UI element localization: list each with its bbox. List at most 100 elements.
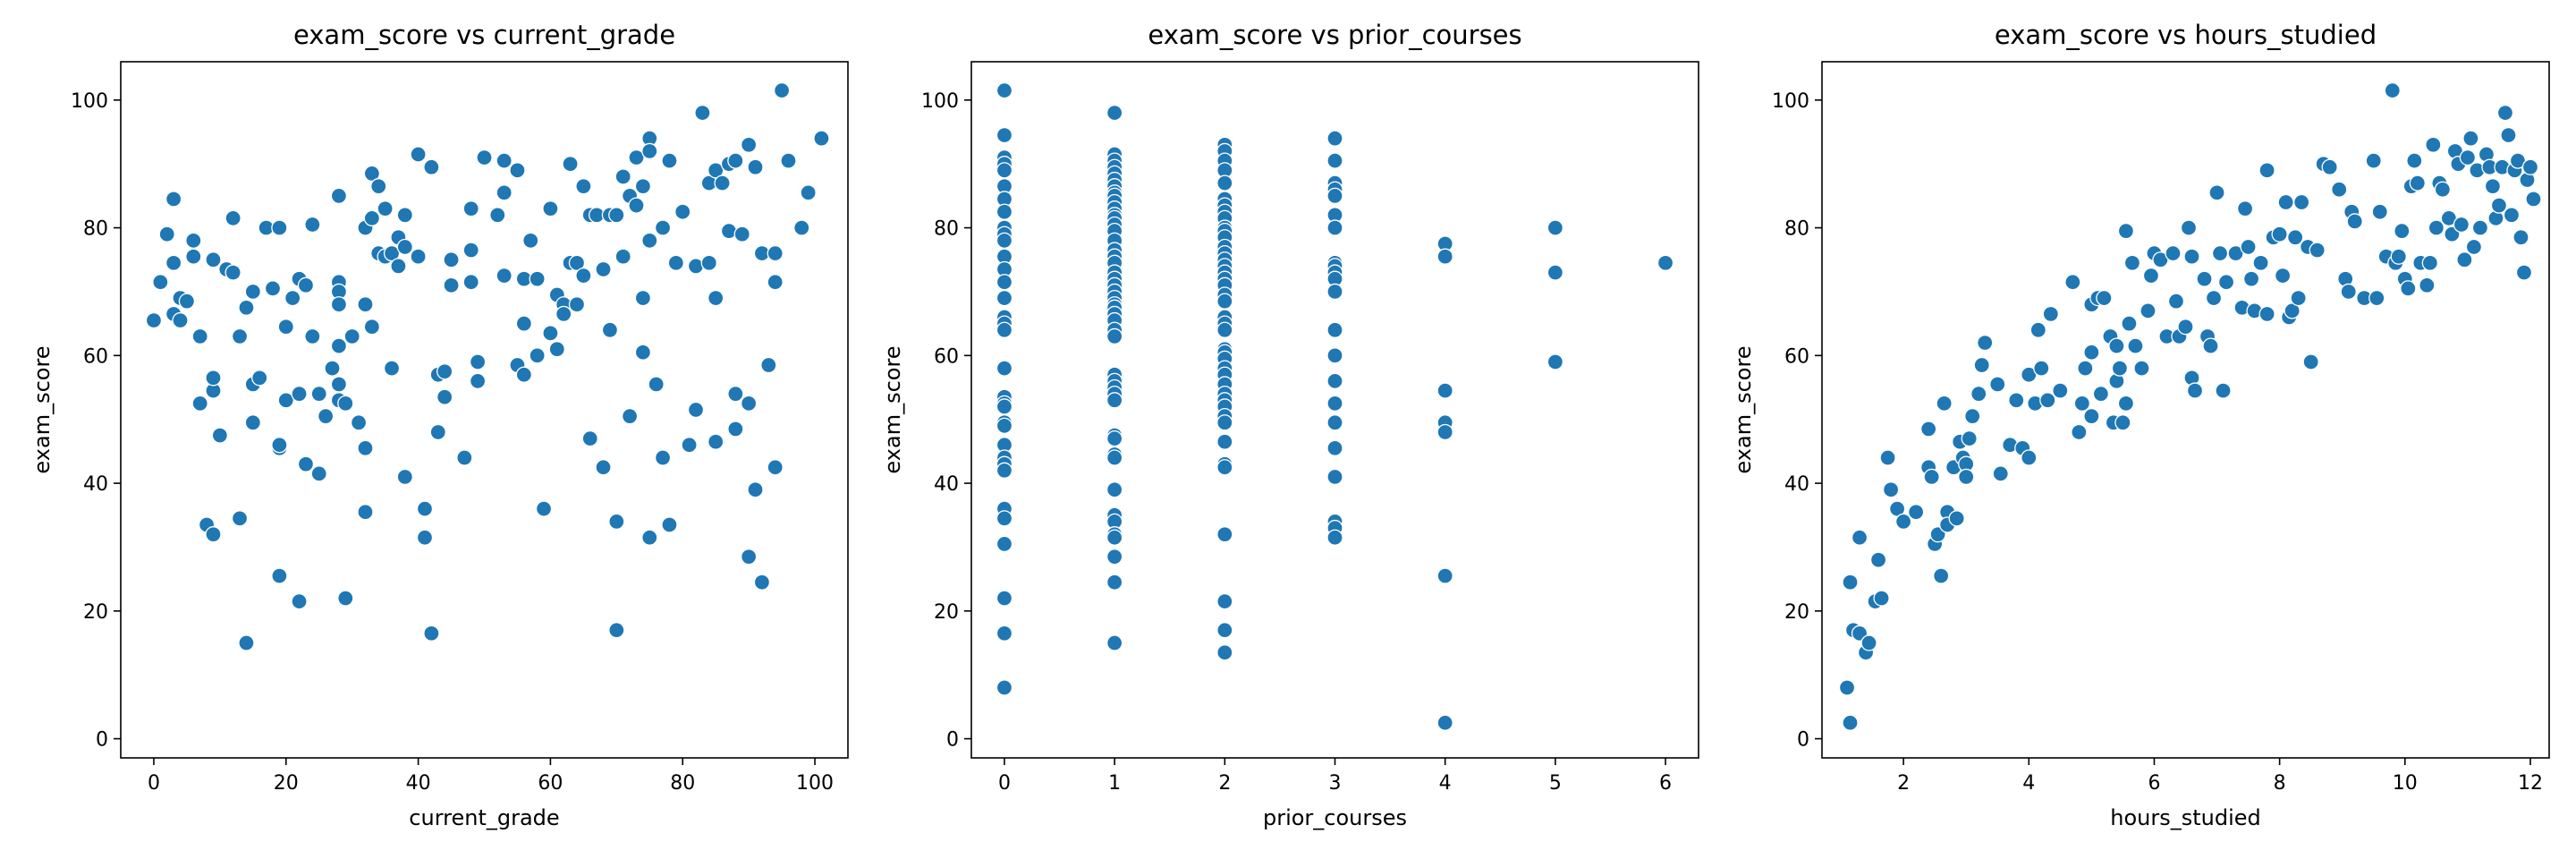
data-point	[1919, 421, 1937, 438]
x-tick-label: 20	[274, 772, 299, 795]
data-point	[469, 372, 487, 390]
y-tick-label: 40	[1784, 473, 1809, 496]
data-point	[2092, 386, 2110, 403]
data-point	[330, 187, 348, 205]
data-point	[1973, 356, 1990, 374]
data-point	[2371, 203, 2388, 220]
data-point	[317, 407, 335, 425]
data-point	[145, 311, 163, 329]
data-point	[2114, 414, 2131, 431]
data-point	[767, 274, 784, 291]
data-point	[628, 149, 645, 166]
data-point	[383, 244, 401, 262]
data-point	[1326, 414, 1343, 431]
data-point	[1326, 321, 1343, 338]
data-point	[2117, 395, 2135, 412]
data-point	[1106, 392, 1123, 409]
data-point	[1216, 414, 1233, 431]
data-point	[575, 267, 592, 285]
chart-title: exam_score vs current_grade	[293, 20, 675, 50]
data-point	[231, 510, 249, 527]
data-point	[2340, 283, 2357, 301]
data-point	[2217, 274, 2235, 291]
data-point	[476, 149, 493, 166]
data-point	[2177, 319, 2194, 336]
data-point	[2490, 197, 2508, 214]
data-point	[443, 251, 460, 268]
data-point	[462, 274, 479, 291]
data-point	[1879, 449, 1896, 466]
data-point	[535, 500, 553, 517]
data-point	[436, 363, 453, 380]
data-point	[1326, 130, 1343, 147]
data-point	[244, 283, 261, 301]
data-point	[2186, 382, 2204, 399]
data-point	[1106, 449, 1123, 466]
data-point	[2196, 270, 2213, 287]
data-point	[2052, 382, 2069, 399]
data-point	[1992, 465, 2009, 482]
data-point	[1326, 187, 1343, 205]
data-point	[396, 207, 413, 224]
x-tick-label: 8	[2274, 772, 2286, 795]
data-point	[2123, 254, 2141, 271]
data-points	[996, 81, 1674, 731]
data-point	[1326, 283, 1343, 301]
data-point	[1860, 634, 1877, 651]
x-axis-ticks: 2 4 6 8 10 12	[1897, 758, 2543, 795]
data-point	[740, 136, 758, 153]
data-point	[727, 152, 744, 169]
y-tick-label: 80	[934, 218, 959, 241]
data-point	[555, 305, 572, 323]
y-tick-label: 100	[921, 90, 959, 113]
x-tick-label: 4	[2022, 772, 2035, 795]
data-point	[2515, 264, 2533, 281]
data-point	[396, 468, 413, 486]
data-point	[337, 395, 354, 412]
data-point	[2008, 392, 2025, 409]
data-point	[443, 276, 460, 293]
y-tick-label: 20	[934, 601, 959, 624]
data-point	[654, 219, 672, 236]
data-point	[2425, 136, 2442, 153]
data-point	[2240, 238, 2257, 256]
data-point	[767, 244, 784, 262]
y-tick-label: 100	[1772, 90, 1809, 113]
data-point	[284, 289, 301, 307]
data-point	[740, 549, 758, 566]
data-point	[456, 449, 473, 466]
data-point	[238, 634, 255, 651]
data-point	[661, 516, 678, 533]
data-point	[608, 207, 625, 224]
data-point	[2121, 315, 2138, 332]
y-tick-label: 0	[946, 729, 959, 752]
data-point	[1326, 347, 1343, 364]
data-point	[2271, 225, 2288, 242]
data-point	[330, 337, 348, 354]
x-axis-label: current_grade	[409, 805, 559, 830]
x-tick-label: 80	[670, 772, 695, 795]
data-point	[2277, 193, 2294, 211]
data-point	[2419, 276, 2436, 293]
data-point	[291, 592, 308, 610]
data-point	[608, 513, 625, 531]
data-point	[330, 376, 348, 393]
data-point	[244, 414, 261, 431]
data-point	[2400, 280, 2417, 297]
x-tick-label: 2	[1218, 772, 1231, 795]
data-point	[747, 158, 764, 175]
data-point	[2117, 222, 2135, 240]
data-point	[211, 427, 229, 444]
data-point	[1958, 468, 1975, 486]
data-point	[489, 207, 506, 224]
data-point	[2409, 174, 2426, 191]
data-point	[2521, 158, 2539, 175]
x-tick-label: 40	[406, 772, 431, 795]
data-point	[357, 296, 374, 313]
data-point	[1326, 468, 1343, 486]
data-point	[2165, 244, 2182, 262]
data-point	[410, 146, 427, 163]
data-point	[760, 356, 777, 374]
data-point	[429, 423, 446, 441]
data-point	[496, 184, 513, 201]
